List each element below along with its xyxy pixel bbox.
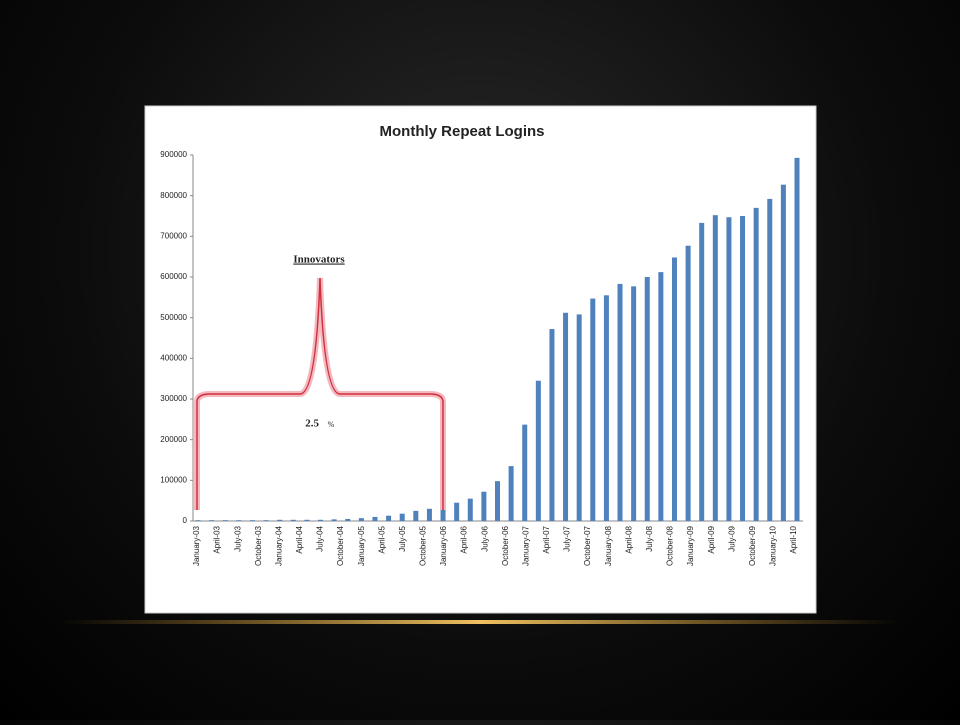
bar — [767, 198, 773, 522]
bar — [481, 491, 487, 521]
bar — [331, 519, 337, 521]
bar — [318, 519, 324, 521]
glow-line — [60, 620, 900, 624]
bar — [631, 286, 637, 521]
bar — [495, 481, 500, 521]
bar — [358, 518, 364, 521]
bar — [222, 520, 228, 521]
y-tick-label: 0 — [183, 516, 188, 525]
x-tick-label: October-05 — [419, 525, 428, 566]
x-tick-label: July-09 — [727, 525, 736, 551]
bar — [549, 329, 555, 521]
annotation: Innovators — [293, 254, 345, 266]
x-tick-label: January-06 — [439, 525, 448, 566]
y-tick-label: 900000 — [160, 150, 187, 159]
bracket — [196, 277, 444, 510]
bar — [304, 519, 310, 521]
bar — [372, 516, 378, 521]
bar — [726, 217, 732, 521]
y-tick-label: 300000 — [160, 394, 187, 403]
bar — [508, 466, 514, 521]
bar — [195, 520, 201, 521]
x-tick-label: January-07 — [521, 525, 530, 566]
x-tick-label: January-08 — [604, 525, 613, 566]
bar — [345, 518, 351, 521]
y-tick-label: 700000 — [160, 231, 187, 240]
bar — [440, 505, 446, 521]
x-tick-label: April-05 — [377, 525, 386, 553]
bar — [467, 498, 473, 521]
bar — [522, 424, 528, 521]
bar — [753, 207, 759, 521]
bar — [413, 510, 419, 521]
x-tick-label: January-04 — [274, 525, 283, 566]
x-tick-label: January-09 — [686, 525, 695, 566]
bar — [535, 380, 541, 521]
bar — [603, 295, 609, 521]
x-tick-label: July-04 — [316, 525, 325, 551]
x-tick-label: October-04 — [336, 525, 345, 566]
bar — [644, 277, 650, 521]
y-tick-label: 600000 — [160, 272, 187, 281]
x-tick-label: July-06 — [480, 525, 489, 551]
x-tick-label: April-06 — [460, 525, 469, 553]
bar — [576, 314, 582, 521]
y-tick-label: 100000 — [160, 475, 187, 484]
y-tick-label: 400000 — [160, 353, 187, 362]
x-tick-label: October-09 — [748, 525, 757, 566]
bar — [454, 502, 460, 521]
annotation: % — [328, 420, 335, 429]
x-tick-label: January-03 — [192, 525, 201, 566]
bar — [658, 272, 664, 521]
x-tick-label: April-07 — [542, 525, 551, 553]
bar — [671, 257, 677, 521]
x-tick-label: July-08 — [645, 525, 654, 551]
x-tick-label: April-10 — [789, 525, 798, 553]
bar — [249, 520, 255, 521]
y-tick-label: 800000 — [160, 191, 187, 200]
x-tick-label: July-03 — [233, 525, 242, 551]
bar — [712, 215, 718, 522]
x-tick-label: October-08 — [666, 525, 675, 566]
x-tick-label: October-03 — [254, 525, 263, 566]
bar — [617, 283, 623, 521]
bar — [699, 222, 705, 521]
bar — [290, 519, 296, 521]
x-tick-label: April-09 — [707, 525, 716, 553]
x-tick-label: October-07 — [583, 525, 592, 566]
bar — [426, 508, 432, 521]
annotation: 2.5 — [305, 418, 319, 430]
x-tick-label: July-07 — [563, 525, 572, 551]
x-tick-label: April-03 — [213, 525, 222, 553]
bar — [263, 520, 269, 521]
bar — [386, 515, 392, 521]
bar — [794, 157, 800, 521]
x-tick-label: October-06 — [501, 525, 510, 566]
x-tick-label: January-10 — [769, 525, 778, 566]
x-tick-label: April-04 — [295, 525, 304, 553]
bar — [563, 312, 569, 521]
y-tick-label: 200000 — [160, 435, 187, 444]
bar — [236, 520, 242, 521]
bar — [277, 519, 283, 521]
y-tick-label: 500000 — [160, 313, 187, 322]
x-tick-label: July-05 — [398, 525, 407, 551]
bar — [590, 298, 596, 521]
bar — [209, 520, 215, 521]
bar — [685, 245, 691, 522]
x-tick-label: April-08 — [624, 525, 633, 553]
bar — [780, 184, 786, 522]
chart-title: Monthly Repeat Logins — [380, 123, 545, 140]
bar — [399, 513, 405, 521]
x-tick-label: January-05 — [357, 525, 366, 566]
bar — [740, 216, 746, 521]
